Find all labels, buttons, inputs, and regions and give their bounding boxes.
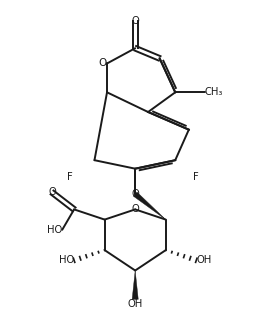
Text: F: F <box>67 172 72 182</box>
Text: O: O <box>131 204 139 214</box>
Text: F: F <box>193 172 199 182</box>
Text: O: O <box>131 16 139 26</box>
Text: CH₃: CH₃ <box>205 87 223 97</box>
Text: O: O <box>131 189 139 199</box>
Text: OH: OH <box>128 299 143 309</box>
Text: OH: OH <box>196 255 211 265</box>
Polygon shape <box>134 192 166 220</box>
Text: O: O <box>48 187 56 197</box>
Text: HO: HO <box>59 255 74 265</box>
Text: HO: HO <box>47 225 62 235</box>
Text: O: O <box>99 58 107 68</box>
Polygon shape <box>132 270 138 299</box>
